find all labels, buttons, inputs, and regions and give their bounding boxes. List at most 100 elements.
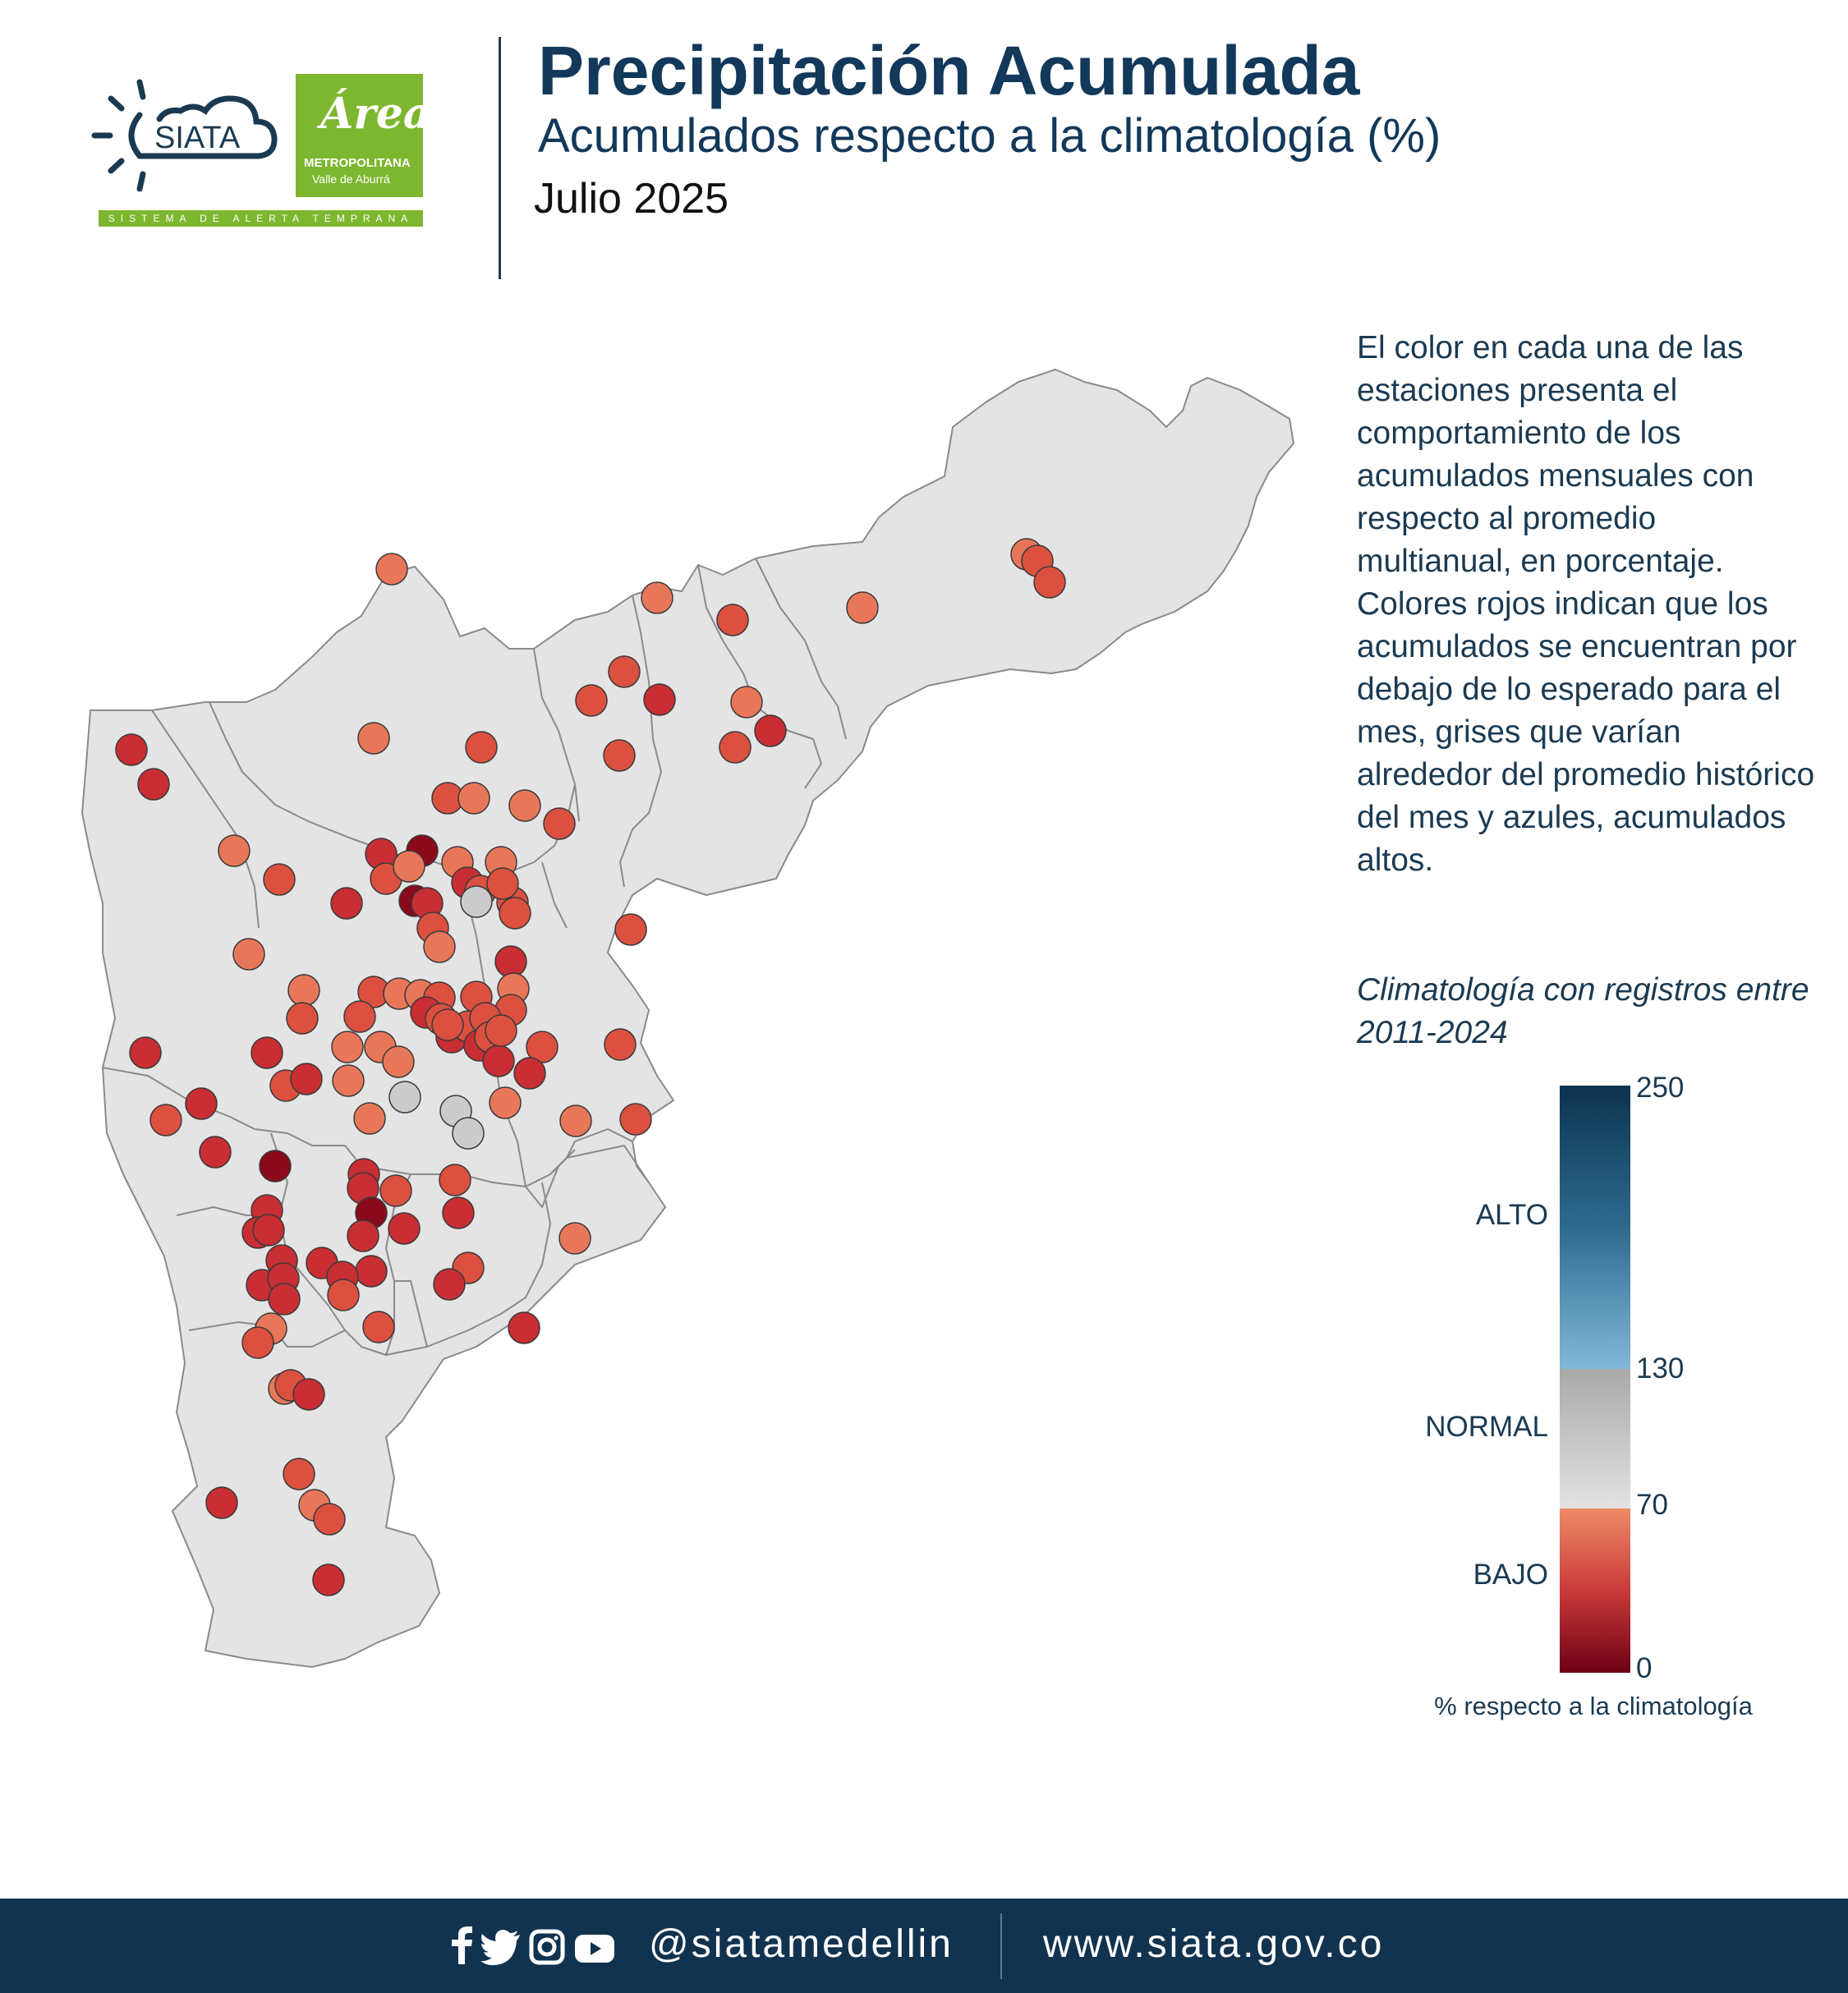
scale-label-alto: ALTO — [1475, 1199, 1548, 1231]
social-handle[interactable]: @siatamedellin — [649, 1922, 954, 1966]
station-marker — [603, 739, 636, 772]
station-marker — [1033, 566, 1066, 599]
instagram-icon[interactable] — [529, 1929, 565, 1965]
scale-caption: % respecto a la climatología — [1434, 1692, 1753, 1720]
scale-label-bajo: BAJO — [1473, 1559, 1548, 1591]
boundary-line — [102, 1067, 633, 1187]
station-marker — [388, 1081, 421, 1114]
station-marker — [423, 930, 456, 963]
station-marker — [433, 1268, 466, 1301]
station-marker — [559, 1222, 591, 1255]
station-marker — [129, 1036, 162, 1069]
scale-tick-0: 0 — [1636, 1652, 1653, 1684]
station-marker — [575, 684, 608, 717]
station-marker — [494, 945, 527, 978]
area-metropolitana-logo: Área METROPOLITANA Valle de Aburrá — [296, 74, 431, 197]
footer-bar: @siatamedellin www.siata.gov.co — [0, 1899, 1848, 1993]
station-marker — [347, 1219, 379, 1252]
station-marker — [439, 1164, 471, 1196]
page-date: Julio 2025 — [534, 175, 729, 223]
station-marker — [379, 1174, 412, 1207]
station-marker — [754, 714, 787, 747]
station-marker — [332, 1064, 365, 1097]
siata-logo-text: SIATA — [154, 121, 241, 155]
area-logo-line1: METROPOLITANA — [304, 156, 411, 170]
station-marker — [375, 553, 408, 586]
social-icons — [452, 1926, 614, 1966]
station-marker — [452, 1117, 485, 1150]
page-title: Precipitación Acumulada — [538, 32, 1360, 109]
station-marker — [355, 1255, 388, 1288]
scale-segment-normal — [1560, 1369, 1630, 1509]
station-marker — [149, 1104, 182, 1137]
station-marker — [460, 885, 493, 918]
station-marker — [489, 1086, 522, 1119]
station-marker — [287, 974, 320, 1007]
boundary-line — [619, 595, 662, 888]
station-markers — [115, 538, 1066, 1596]
station-marker — [357, 722, 390, 755]
station-marker — [643, 683, 676, 716]
station-marker — [486, 867, 519, 900]
area-logo-line2: Valle de Aburrá — [312, 172, 390, 186]
station-marker — [286, 1002, 319, 1035]
header-divider — [499, 37, 501, 279]
footer-divider — [1000, 1913, 1002, 1979]
youtube-icon[interactable] — [575, 1935, 614, 1963]
scale-tick-70: 70 — [1636, 1489, 1668, 1521]
station-marker — [608, 655, 641, 688]
station-marker — [330, 887, 363, 920]
station-marker — [619, 1103, 652, 1136]
website-link[interactable]: www.siata.gov.co — [1043, 1922, 1385, 1966]
station-marker — [137, 768, 170, 801]
station-marker — [263, 863, 296, 896]
logo-strip-text: SISTEMA DE ALERTA TEMPRANA — [99, 210, 423, 227]
station-marker — [485, 1014, 517, 1047]
facebook-icon[interactable] — [452, 1926, 472, 1964]
station-marker — [513, 1057, 546, 1090]
station-marker — [199, 1136, 232, 1169]
station-marker — [431, 1008, 464, 1041]
station-marker — [641, 581, 673, 614]
color-scale-bar — [1560, 1086, 1630, 1673]
boundary-line — [755, 558, 847, 740]
valley-region-outline — [81, 369, 1294, 1668]
station-marker — [292, 1378, 325, 1411]
station-marker — [232, 938, 265, 971]
station-marker — [218, 834, 251, 867]
station-marker — [251, 1036, 283, 1069]
municipal-boundaries — [102, 558, 847, 1356]
station-marker — [526, 1031, 559, 1063]
siata-logo: SIATA — [91, 79, 278, 192]
station-marker — [353, 1102, 386, 1135]
station-marker — [362, 1311, 395, 1343]
station-marker — [508, 1311, 540, 1344]
page-subtitle: Acumulados respecto a la climatología (%… — [538, 109, 1441, 163]
station-marker — [283, 1458, 315, 1490]
station-marker — [331, 1031, 364, 1063]
station-marker — [241, 1326, 274, 1359]
station-marker — [508, 789, 541, 822]
station-marker — [393, 850, 425, 883]
station-marker — [268, 1283, 301, 1316]
boundary-line — [151, 709, 260, 929]
station-marker — [185, 1087, 218, 1120]
twitter-icon[interactable] — [480, 1930, 520, 1966]
station-marker — [604, 1028, 637, 1061]
station-marker — [614, 913, 647, 946]
boundary-line — [394, 1280, 428, 1348]
station-marker — [559, 1104, 592, 1137]
station-marker — [327, 1279, 360, 1311]
station-marker — [115, 733, 148, 766]
station-marker — [457, 782, 490, 815]
station-marker — [252, 1214, 285, 1247]
climatology-note: Climatología con registros entre 2011-20… — [1357, 972, 1809, 1050]
area-logo-word: Área — [320, 89, 431, 139]
station-marker — [205, 1486, 238, 1519]
station-marker — [259, 1150, 292, 1182]
scale-tick-250: 250 — [1636, 1072, 1685, 1104]
station-marker — [482, 1045, 515, 1077]
scale-tick-130: 130 — [1636, 1352, 1685, 1385]
station-marker — [716, 604, 749, 636]
